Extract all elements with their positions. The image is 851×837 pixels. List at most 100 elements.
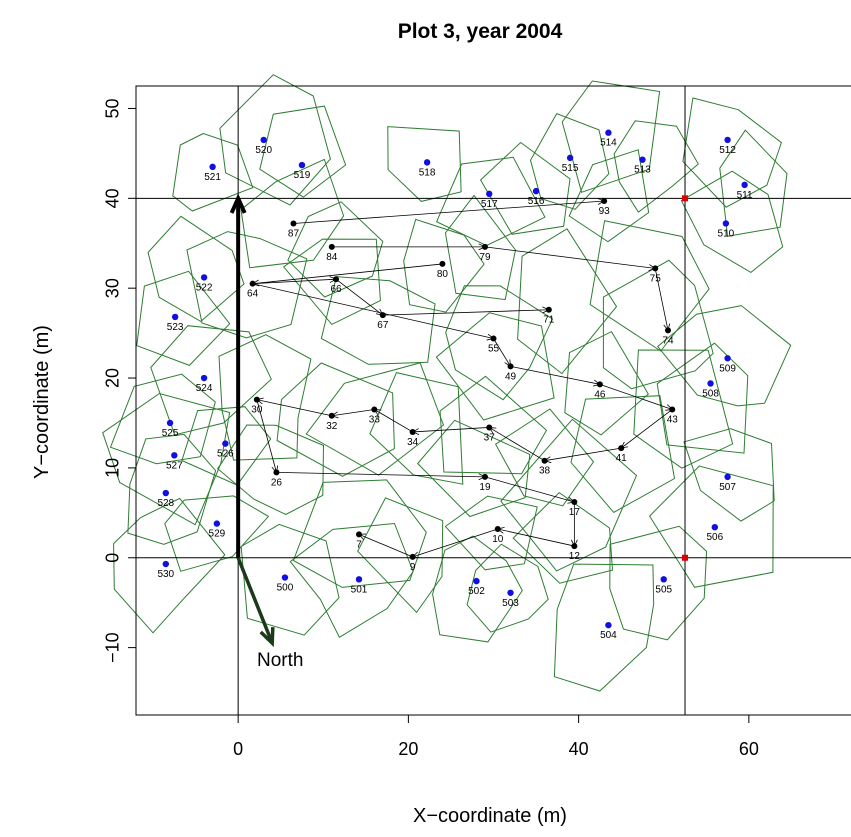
interior-point [273,469,280,476]
interior-point [328,243,335,250]
point-label: 79 [479,252,491,263]
interior-point [249,280,256,287]
interior-point [409,428,416,435]
border-point [532,187,540,195]
cell-polygon [217,424,325,516]
arrow-line [358,534,413,558]
point-label: 9 [410,562,416,573]
point-label: 17 [569,507,581,518]
interior-point [601,198,608,205]
point-label: 30 [251,405,263,416]
interior-point [371,406,378,413]
x-tick-label: 20 [398,739,418,759]
border-point [605,621,612,629]
border-point [171,313,179,321]
interior-point [253,396,260,403]
interior-point [571,499,578,506]
arrow-line [331,409,375,417]
interior-point [379,312,386,319]
border-point [707,380,714,387]
border-point [281,574,289,581]
border-point [260,136,267,144]
border-point [660,576,667,583]
y-tick-label: 0 [102,553,122,563]
cell-polygon [289,522,414,639]
point-label: 55 [488,343,500,354]
y-direction-arrow-head [229,193,247,214]
cell-polygon [564,330,649,436]
north-label: North [257,650,303,671]
border-point [605,129,612,136]
border-point [355,576,363,583]
point-label: 502 [468,586,485,597]
interior-point [541,457,548,464]
point-label: 84 [326,252,338,263]
compass: North [229,193,303,671]
interior-point [571,543,578,550]
border-point [711,523,719,531]
y-tick-label: 30 [102,278,122,298]
arrow-line [497,528,575,547]
arrow-line [374,409,413,433]
cell-polygon [147,215,245,323]
axes: 0 20 40 60 −10 0 10 20 30 40 50 [102,85,851,759]
point-label: 41 [616,453,628,464]
interior-point [545,306,552,313]
point-label: 523 [167,322,184,333]
point-label: 514 [600,138,617,149]
point-label: 511 [737,190,753,201]
arrow-line [252,283,494,339]
cell-polygon [656,305,792,407]
point-label: 500 [277,583,294,594]
border-point [566,154,574,162]
border-point [166,419,174,427]
cell-polygon [259,105,347,198]
interior-point [652,265,659,272]
north-arrow-head [259,627,275,648]
point-label: 517 [481,199,498,210]
arrow-line [252,278,337,285]
arrow-line [276,471,485,478]
cell-polygon [680,170,784,274]
cell-polygon [570,395,676,514]
north-arrow-shaft [236,557,274,644]
cell-polygon [127,433,217,545]
point-label: 509 [719,363,736,374]
cell-polygon [568,149,650,243]
cell-polygon [613,120,699,213]
point-label: 519 [294,170,311,181]
interior-point [664,327,671,334]
border-point [222,440,229,447]
cell-polygon [403,218,485,313]
y-axis-label: Y−coordinate (m) [31,325,53,479]
point-label: 520 [255,145,272,156]
arrow-line [412,427,490,433]
point-label: 46 [594,389,606,400]
y-tick-label: −10 [102,632,122,663]
arrow-line [544,447,622,462]
cell-polygon [602,259,714,390]
arrow-line [620,409,673,449]
point-label: 528 [157,498,174,509]
point-label: 516 [528,196,545,207]
cell-polygon [276,362,395,477]
point-label: 75 [650,273,662,284]
arrow-line [654,268,669,331]
cell-polygon [357,497,444,614]
interior-point [494,525,501,532]
y-tick-label: 40 [102,188,122,208]
cell-polygon [466,543,549,633]
point-label: 504 [600,630,617,641]
cell-polygon [444,194,517,301]
point-label: 512 [719,145,736,156]
point-label: 525 [162,428,179,439]
point-label: 524 [196,383,213,394]
border-point [639,156,646,163]
interior-point [290,220,297,227]
neighbor-arrows [251,198,674,559]
cell-polygon [136,270,231,366]
cell-polygon [164,495,270,572]
point-label: 93 [599,206,611,217]
point-label: 12 [569,551,581,562]
plot-frame [135,85,851,716]
